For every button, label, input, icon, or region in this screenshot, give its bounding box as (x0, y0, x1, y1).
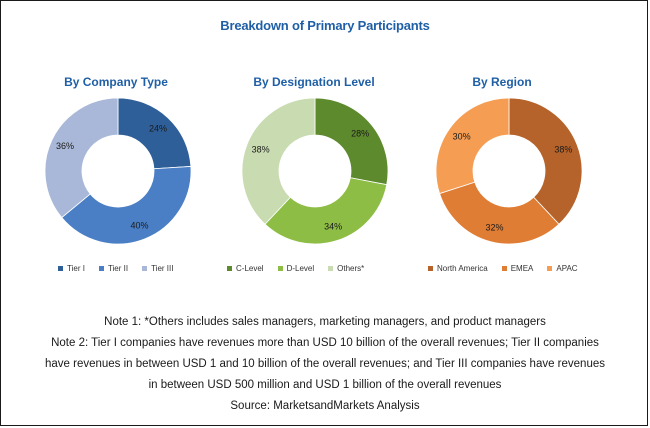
legend-label: Others* (337, 264, 365, 273)
legend-label: D-Level (286, 264, 315, 273)
note-2-line-3: in between USD 500 million and USD 1 bil… (148, 379, 502, 391)
data-label-tier-ii: 40% (131, 220, 149, 230)
donut-company-type: 24% 40% 36% (44, 97, 192, 245)
legend-label: Tier III (151, 264, 174, 273)
legend-item-c-level: C-Level (227, 264, 264, 273)
chart-title-region: By Region (472, 75, 532, 89)
chart-title-company-type: By Company Type (64, 75, 168, 89)
slice-others (241, 97, 316, 225)
legend-swatch (227, 266, 232, 272)
legend-swatch (277, 266, 283, 272)
legend-region: North America EMEA APAC (428, 264, 592, 273)
donut-region: 38% 32% 30% (435, 97, 583, 245)
slice-tier-iii (44, 97, 119, 219)
slice-tier-ii (61, 165, 192, 245)
data-label-c-level: 28% (351, 129, 369, 139)
figure-title: Breakdown of Primary Participants (220, 18, 430, 33)
slice-d-level (264, 177, 388, 245)
data-label-tier-iii: 36% (56, 141, 74, 151)
data-label-north-america: 38% (554, 144, 572, 154)
legend-company-type: Tier I Tier II Tier III (58, 264, 187, 273)
legend-label: Tier I (67, 264, 85, 273)
legend-label: Tier II (107, 264, 129, 273)
data-label-d-level: 34% (324, 222, 342, 232)
chart-title-designation-level: By Designation Level (253, 75, 375, 89)
slice-apac (435, 97, 510, 195)
legend-swatch (428, 266, 433, 272)
legend-designation-level: C-Level D-Level Others* (227, 264, 378, 273)
legend-swatch (98, 266, 104, 272)
slice-north-america (508, 97, 583, 225)
legend-swatch (142, 266, 148, 272)
legend-item-tier-ii: Tier II (98, 264, 129, 273)
notes-block: Note 1: *Others includes sales managers,… (0, 312, 650, 417)
legend-item-north-america: North America (428, 264, 488, 273)
data-label-apac: 30% (453, 132, 471, 142)
slice-tier-i (117, 97, 192, 170)
legend-swatch (501, 266, 507, 272)
legend-label: C-Level (236, 264, 264, 273)
data-label-others: 38% (252, 144, 270, 154)
data-label-emea: 32% (485, 223, 503, 233)
legend-item-tier-i: Tier I (58, 264, 85, 273)
slice-emea (439, 181, 560, 245)
note-2-line-1: Note 2: Tier I companies have revenues m… (51, 337, 599, 349)
legend-label: APAC (556, 264, 578, 273)
legend-item-apac: APAC (547, 264, 578, 273)
note-1: Note 1: *Others includes sales managers,… (104, 316, 546, 328)
legend-label: North America (437, 264, 488, 273)
legend-item-tier-iii: Tier III (142, 264, 173, 273)
legend-item-d-level: D-Level (277, 264, 315, 273)
note-2-line-2: have revenues in between USD 1 and 10 bi… (44, 358, 605, 370)
legend-label: EMEA (510, 264, 534, 273)
source-line: Source: MarketsandMarkets Analysis (230, 400, 420, 412)
legend-item-emea: EMEA (501, 264, 534, 273)
donut-designation-level: 28% 34% 38% (241, 97, 389, 245)
legend-swatch (58, 266, 63, 272)
data-label-tier-i: 24% (149, 123, 167, 133)
legend-swatch (328, 266, 334, 272)
legend-item-others: Others* (328, 264, 364, 273)
slice-c-level (314, 97, 389, 186)
legend-swatch (547, 266, 553, 272)
